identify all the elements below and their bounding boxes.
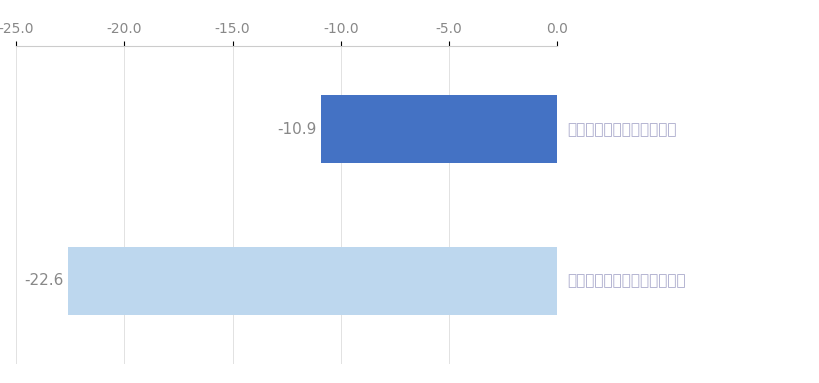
- Bar: [321, 95, 557, 163]
- Text: -22.6: -22.6: [25, 273, 64, 288]
- Text: がん治療を扱っていない医師: がん治療を扱っていない医師: [568, 273, 686, 288]
- Text: -10.9: -10.9: [278, 122, 317, 137]
- Bar: [68, 247, 557, 315]
- Text: がん治療を扱っている医師: がん治療を扱っている医師: [568, 122, 677, 137]
